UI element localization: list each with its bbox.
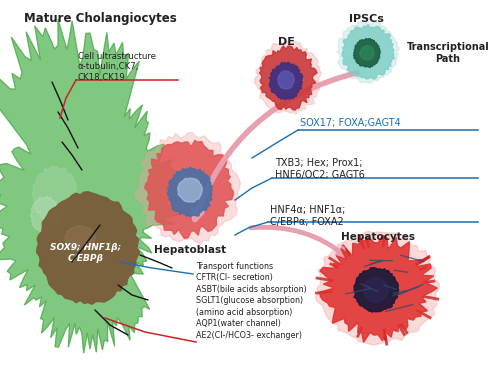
Polygon shape (360, 46, 374, 60)
Polygon shape (320, 235, 438, 342)
Polygon shape (32, 165, 78, 224)
Text: Mature Cholangiocytes: Mature Cholangiocytes (24, 12, 176, 25)
Polygon shape (254, 41, 321, 114)
Polygon shape (36, 192, 140, 304)
Polygon shape (354, 268, 399, 312)
Text: DE: DE (278, 37, 294, 47)
Text: IPSCs: IPSCs (348, 14, 384, 24)
Polygon shape (354, 39, 380, 68)
Polygon shape (167, 167, 212, 217)
Text: Hepatoblast: Hepatoblast (154, 245, 226, 255)
Polygon shape (178, 178, 203, 202)
Polygon shape (269, 62, 302, 100)
Polygon shape (336, 22, 399, 83)
Polygon shape (316, 231, 440, 345)
Text: Transcriptional
Path: Transcriptional Path (406, 42, 490, 64)
Polygon shape (278, 71, 294, 89)
Text: Cell ultrastructure
α-tubulin,CK7,
CK18,CK19: Cell ultrastructure α-tubulin,CK7, CK18,… (78, 52, 156, 82)
Text: SOX17; FOXA;GAGT4: SOX17; FOXA;GAGT4 (300, 118, 401, 128)
Text: Transport functions
CFTR(Cl- secretion)
ASBT(bile acids absorption)
SGLT1(glucos: Transport functions CFTR(Cl- secretion) … (196, 262, 307, 340)
Text: SOX9; HNF1β;
C/EBPβ: SOX9; HNF1β; C/EBPβ (50, 243, 122, 263)
Polygon shape (65, 226, 96, 250)
Polygon shape (260, 46, 317, 110)
Polygon shape (0, 19, 178, 353)
Text: Hepatocytes: Hepatocytes (341, 232, 415, 242)
Text: HNF4α; HNF1α;
C/EBPα; FOXA2: HNF4α; HNF1α; C/EBPα; FOXA2 (270, 205, 345, 227)
Polygon shape (364, 278, 388, 303)
Polygon shape (145, 141, 234, 238)
Polygon shape (30, 196, 60, 233)
Polygon shape (135, 132, 240, 245)
Polygon shape (342, 24, 394, 79)
Text: TXB3; Hex; Prox1;
HNF6/OC2; GAGT6: TXB3; Hex; Prox1; HNF6/OC2; GAGT6 (275, 158, 365, 180)
